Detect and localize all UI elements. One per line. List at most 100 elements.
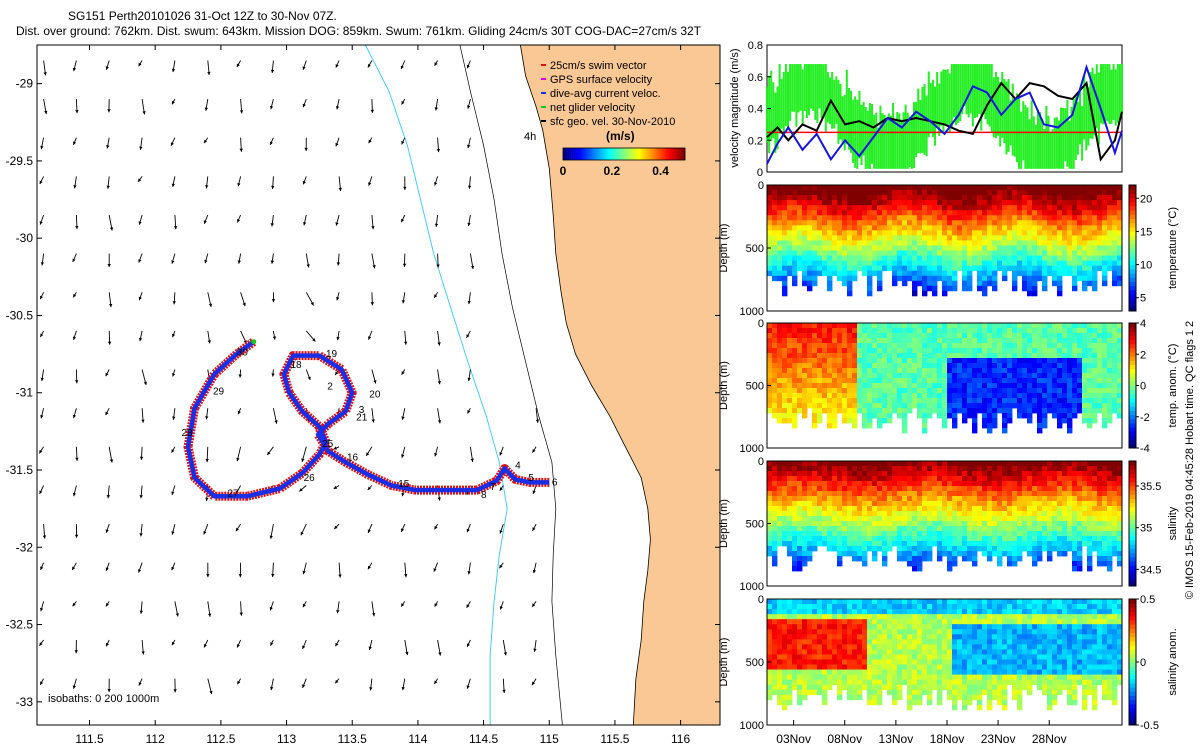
colorbar-cell [619,148,623,160]
heatmap-cell [922,486,928,492]
heatmap-cell [1027,511,1033,517]
heatmap-cell [887,398,893,404]
heatmap-cell [952,368,958,374]
heatmap-cell [1112,270,1118,277]
heatmap-cell [1037,323,1043,329]
heatmap-cell [907,328,913,334]
heatmap-cell [922,536,928,542]
heatmap-cell [897,536,903,542]
heatmap-cell [957,260,963,267]
heatmap-cell [1017,476,1023,482]
heatmap-cell [832,373,838,379]
colorbar-cell [589,148,592,160]
velocity-series-1 [766,63,1123,165]
velocity-arrowhead [171,449,175,453]
velocity-arrowhead [302,603,306,608]
velocity-arrowhead [172,373,176,377]
velocity-arrowhead [236,644,240,648]
heatmap-cell [942,413,948,419]
heatmap-cell [1037,408,1043,414]
heatmap-cell [877,526,883,532]
heatmap-cell [907,403,913,409]
velocity-arrowhead [105,372,109,377]
heatmap-cell [1062,491,1068,497]
heatmap-cell [1027,388,1033,394]
heatmap-cell [897,260,903,267]
heatmap-cell [997,200,1003,206]
map-xtick-label: 113 [277,732,296,746]
heatmap-cell [952,393,958,399]
heatmap-cell [952,551,958,557]
heatmap-cell [802,551,808,557]
heatmap-cell [962,378,968,384]
velocity-arrowhead [334,525,338,529]
heatmap-cell [947,210,953,216]
heatmap-cell [967,240,973,246]
heatmap-cell [1017,546,1023,552]
heatmap-cell [932,285,938,292]
velocity-arrowhead [373,380,377,384]
heatmap-cell [1017,496,1023,502]
heatmap-cell [937,230,943,236]
colorbar-cell [615,148,619,160]
heatmap-cell [777,388,783,394]
heatmap-cell [817,230,823,236]
heatmap-cell [1037,220,1043,226]
heatmap-cell [1037,466,1043,472]
heatmap-cell [982,511,988,517]
heatmap-cell [1032,338,1038,344]
heatmap-cell [957,250,963,256]
heatmap-cell [817,353,823,359]
heatmap-cell [897,466,903,472]
heatmap-cell [952,471,958,477]
heatmap-cell [892,205,898,211]
heatmap-cell [782,245,788,251]
heatmap-cell [772,466,778,472]
heatmap-cell [1002,506,1008,512]
heatmap-cell [772,486,778,492]
heatmap-cell [777,195,783,201]
heatmap-cell [847,461,853,467]
heatmap-cell [1107,353,1113,359]
heatmap-cell [987,491,993,497]
colorbar-cell [1129,239,1136,245]
heatmap-cell [837,403,843,409]
heatmap-cell [1062,323,1068,329]
colorbar-cell [1129,418,1136,424]
heatmap-cell [902,358,908,364]
heatmap-cell [1052,378,1058,384]
heatmap-cell [1027,471,1033,477]
heatmap-cell [887,240,893,246]
heatmap-cell [1047,220,1053,226]
colorbar-cell [652,148,655,160]
heatmap-cell [952,561,958,567]
heatmap-cell [767,343,773,349]
heatmap-cell [792,501,798,507]
heatmap-cell [872,358,878,364]
heatmap-cell [987,250,993,256]
heatmap-cell [1027,358,1033,364]
heatmap-cell [932,491,938,497]
colorbar-tick-label: 5 [1140,293,1146,305]
heatmap-cell [1012,531,1018,537]
heatmap-cell [787,338,793,344]
heatmap-cell [972,496,978,502]
heatmap-cell [1032,476,1038,482]
heatmap-cell [787,551,793,557]
heatmap-cell [1012,240,1018,246]
heatmap-cell [772,260,778,267]
map-ytick-label: -29 [16,77,34,91]
heatmap-cell [972,185,978,191]
heatmap-cell [1117,225,1123,231]
heatmap-cell [1007,526,1013,532]
heatmap-cell [1027,363,1033,369]
heatmap-cell [1042,200,1048,206]
heatmap-cell [1112,373,1118,379]
heatmap-cell [907,190,913,196]
colorbar-cell [581,148,584,160]
heatmap-cell [787,323,793,329]
heatmap-cell [787,255,793,261]
heatmap-cell [867,190,873,196]
heatmap-cell [792,461,798,467]
heatmap-cell [937,556,943,562]
